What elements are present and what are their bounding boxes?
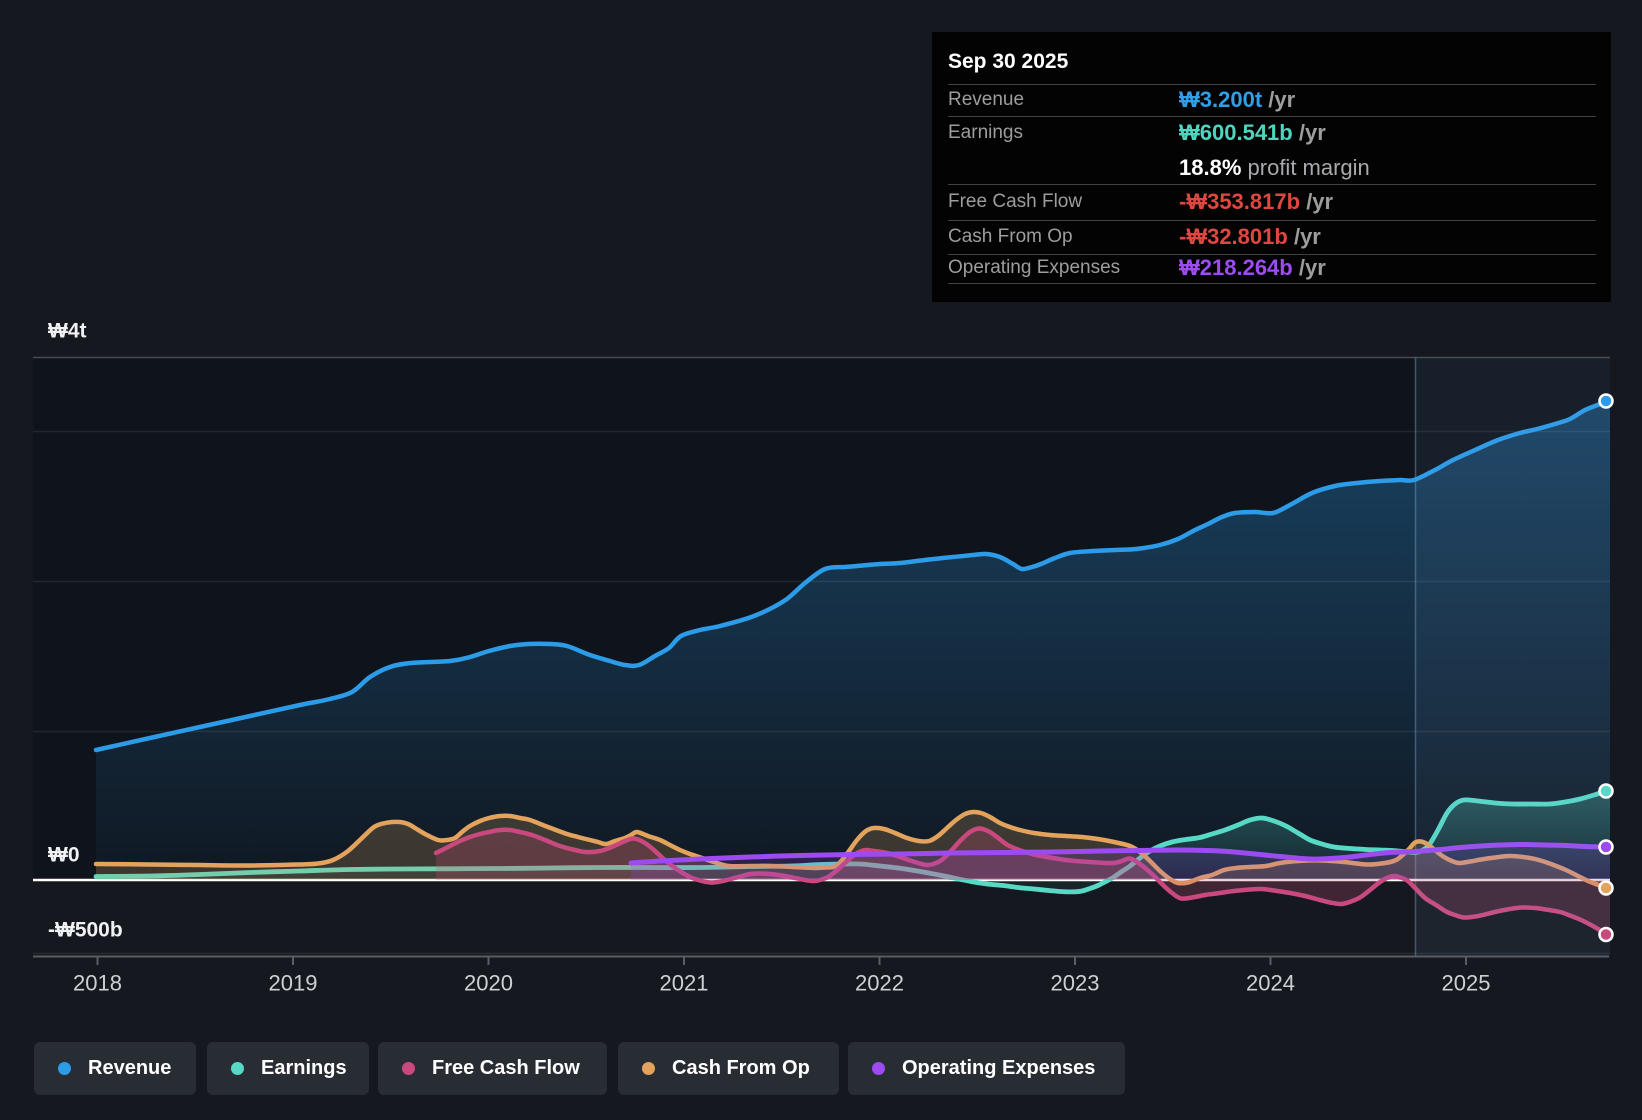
- svg-text:2018: 2018: [73, 971, 122, 996]
- svg-text:2025: 2025: [1442, 971, 1491, 996]
- svg-text:₩0: ₩0: [48, 844, 80, 867]
- svg-text:2023: 2023: [1051, 971, 1100, 996]
- svg-text:2019: 2019: [269, 971, 318, 996]
- svg-text:2022: 2022: [855, 971, 904, 996]
- svg-text:2020: 2020: [464, 971, 513, 996]
- svg-text:2021: 2021: [660, 971, 709, 996]
- svg-text:-₩500b: -₩500b: [48, 919, 123, 942]
- svg-text:₩4t: ₩4t: [48, 320, 87, 343]
- svg-text:2024: 2024: [1246, 971, 1295, 996]
